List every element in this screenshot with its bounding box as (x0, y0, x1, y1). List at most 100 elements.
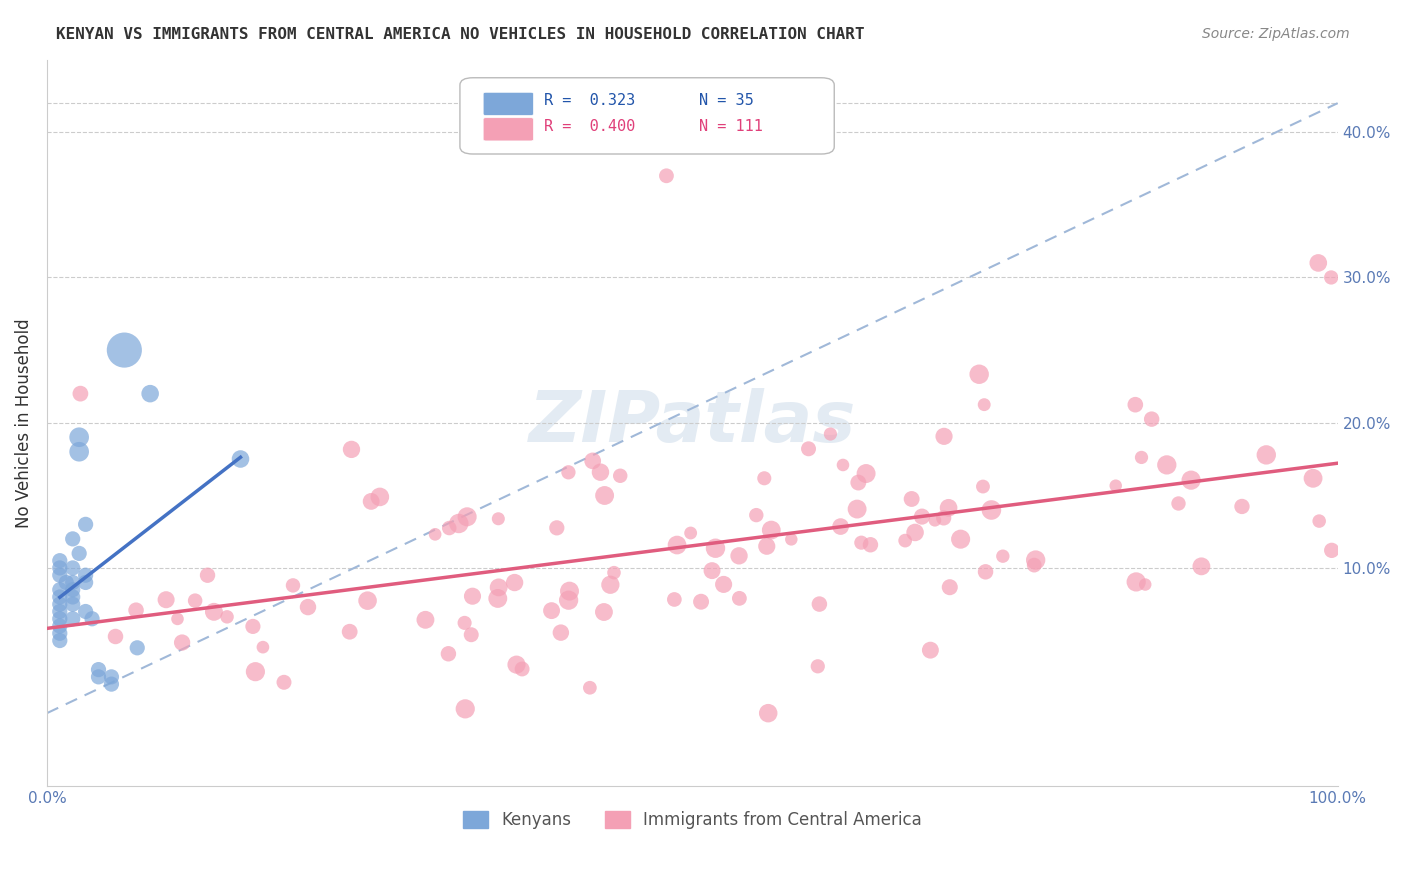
Point (557, 465, 579, 479)
Point (273, 675, 295, 690)
Point (49, 619, 72, 633)
Point (49, 626, 72, 640)
Point (281, 578, 304, 592)
Point (252, 640, 274, 655)
Point (62, 612, 84, 626)
Point (456, 509, 478, 524)
Point (415, 613, 437, 627)
Point (728, 549, 751, 563)
Point (49, 612, 72, 626)
Point (700, 564, 723, 578)
Point (704, 541, 727, 556)
Point (973, 398, 995, 412)
Point (832, 458, 855, 472)
Point (62, 561, 84, 575)
Point (546, 521, 568, 535)
Point (505, 657, 527, 672)
Point (1135, 577, 1157, 591)
Point (900, 491, 922, 506)
Text: Source: ZipAtlas.com: Source: ZipAtlas.com (1202, 27, 1350, 41)
Point (67, 430, 90, 444)
Point (1256, 448, 1278, 462)
Point (713, 577, 735, 591)
Point (100, 670, 122, 684)
Point (1130, 450, 1153, 465)
Point (1308, 514, 1330, 528)
Point (690, 595, 713, 609)
Legend: Kenyans, Immigrants from Central America: Kenyans, Immigrants from Central America (456, 804, 928, 836)
Point (593, 488, 616, 502)
Point (1180, 473, 1202, 487)
Point (745, 508, 768, 522)
Point (1320, 543, 1343, 558)
Point (756, 706, 779, 721)
Point (655, 169, 678, 183)
Y-axis label: No Vehicles in Household: No Vehicles in Household (15, 318, 32, 527)
Point (1230, 500, 1253, 514)
Point (368, 490, 391, 504)
Point (461, 589, 484, 603)
Point (1123, 398, 1146, 412)
Point (666, 538, 689, 552)
Point (447, 516, 470, 531)
Point (229, 452, 252, 467)
Point (49, 605, 72, 619)
Point (67, 444, 90, 458)
Point (820, 427, 842, 442)
Point (807, 659, 830, 673)
Point (437, 647, 460, 661)
Point (67, 546, 90, 560)
Point (1125, 574, 1147, 589)
Point (62, 590, 84, 604)
Point (904, 525, 927, 540)
Text: N = 111: N = 111 (699, 119, 762, 134)
Point (797, 442, 820, 456)
Point (894, 533, 917, 548)
Point (197, 568, 219, 582)
Point (972, 479, 994, 493)
Point (1105, 479, 1128, 493)
Point (62, 575, 84, 590)
Point (949, 532, 972, 546)
Point (855, 467, 877, 481)
Point (75, 605, 97, 619)
Point (69, 386, 91, 401)
Point (558, 584, 581, 599)
Point (453, 615, 475, 630)
Point (1308, 256, 1330, 270)
FancyBboxPatch shape (484, 118, 533, 141)
Point (297, 600, 319, 615)
Point (911, 509, 934, 524)
Point (488, 581, 510, 595)
Point (49, 597, 72, 611)
Point (100, 677, 122, 691)
Point (87, 670, 110, 684)
Point (112, 343, 135, 357)
Point (125, 603, 148, 617)
Point (215, 610, 238, 624)
Point (932, 429, 955, 443)
Point (340, 442, 363, 457)
Point (1320, 270, 1343, 285)
Point (830, 519, 852, 533)
Point (172, 635, 194, 649)
Point (664, 592, 686, 607)
Point (49, 590, 72, 604)
Point (49, 561, 72, 575)
Point (104, 630, 127, 644)
Point (49, 582, 72, 597)
Point (356, 593, 378, 607)
Point (924, 513, 946, 527)
Point (603, 566, 626, 580)
Point (1156, 458, 1178, 472)
Point (991, 549, 1014, 564)
Text: KENYAN VS IMMIGRANTS FROM CENTRAL AMERICA NO VEHICLES IN HOUSEHOLD CORRELATION C: KENYAN VS IMMIGRANTS FROM CENTRAL AMERIC… (56, 27, 865, 42)
Point (80, 612, 103, 626)
Point (75, 575, 97, 590)
Point (808, 597, 831, 611)
Point (62, 532, 84, 546)
Point (454, 702, 477, 716)
Point (75, 568, 97, 582)
Point (75, 517, 97, 532)
Point (557, 593, 579, 607)
